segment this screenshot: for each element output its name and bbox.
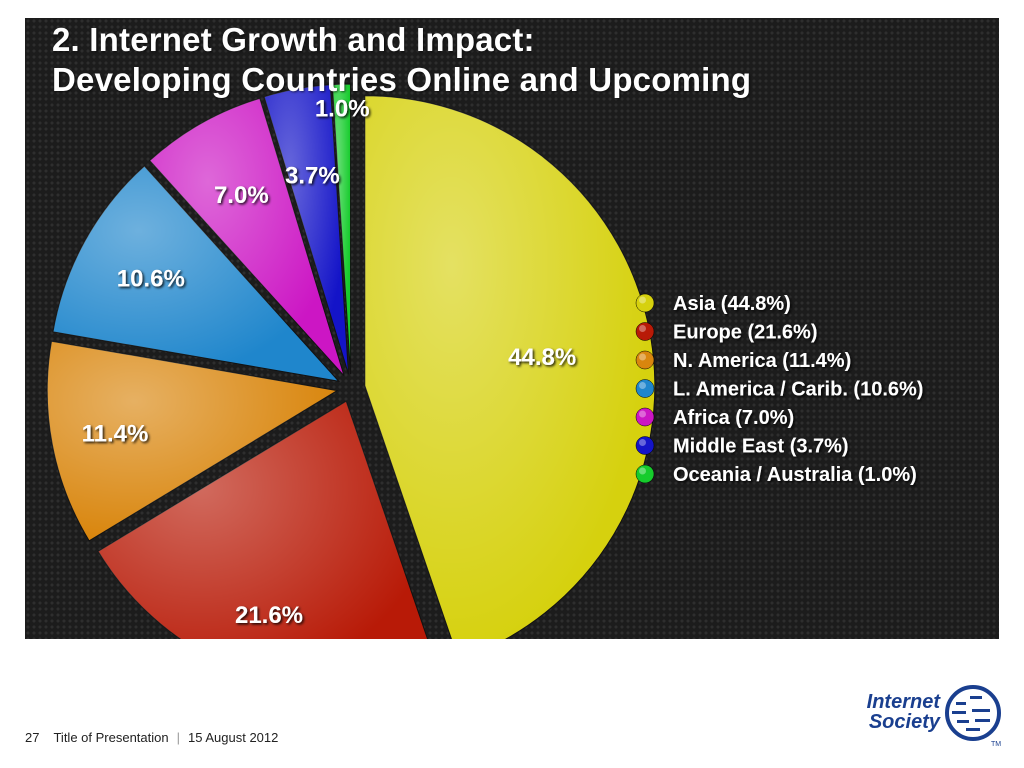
logo-line-2: Society <box>868 711 940 733</box>
pie-slice-highlight-l-america-carib <box>52 165 339 382</box>
legend-marker-highlight-middle-east <box>639 439 646 446</box>
logo-wordmark: Internet Society <box>867 692 940 732</box>
legend-label-oceania-australia: Oceania / Australia (1.0%) <box>673 464 917 486</box>
pie-slice-highlight-oceania-australia <box>332 84 351 375</box>
slide-title-line-2: Developing Countries Online and Upcoming <box>52 61 752 98</box>
legend-label-africa: Africa (7.0%) <box>673 407 794 429</box>
legend-marker-n-america <box>635 350 655 370</box>
legend-marker-highlight-africa <box>639 410 646 418</box>
legend-marker-l-america-carib <box>635 379 655 398</box>
pie-slice-highlight-asia <box>364 95 655 639</box>
data-label-asia: 44.8% <box>508 344 576 371</box>
legend-label-europe: Europe (21.6%) <box>673 322 817 344</box>
legend-label-asia: Asia (44.8%) <box>673 293 791 315</box>
legend-marker-europe <box>635 322 655 341</box>
footer-divider: | <box>176 730 180 745</box>
trademark-mark: TM <box>991 741 1001 748</box>
data-label-europe: 21.6% <box>235 602 303 629</box>
page-number: 27 <box>25 730 40 745</box>
legend-marker-asia <box>635 293 655 313</box>
legend-marker-middle-east <box>635 436 655 455</box>
pie-slice-highlight-africa <box>149 98 345 376</box>
legend-marker-highlight-n-america <box>639 353 646 361</box>
presentation-date: 15 August 2012 <box>188 730 279 745</box>
legend-marker-oceania-australia <box>635 464 655 484</box>
pie-slice-highlight-n-america <box>47 341 338 541</box>
pie-slice-highlight-europe <box>98 401 428 639</box>
data-label-n-america: 11.4% <box>82 421 149 448</box>
pie-slice-highlight-middle-east <box>264 84 349 375</box>
legend-label-n-america: N. America (11.4%) <box>673 350 851 372</box>
pie-chart: 44.8% 21.6% 11.4% 10.6% 7.0% 3.7% 1.0% Asia (4… <box>46 83 923 639</box>
chart-panel: 44.8% 21.6% 11.4% 10.6% 7.0% 3.7% 1.0% Asia (4… <box>25 18 999 639</box>
slide-title: 2. Internet Growth and Impact: Developin… <box>52 20 751 100</box>
pie-slices <box>46 83 656 639</box>
slide-footer: 27 Title of Presentation | 15 August 201… <box>25 730 278 745</box>
legend-marker-africa <box>635 407 655 427</box>
data-label-l-america-carib: 10.6% <box>117 266 185 293</box>
data-label-oceania-australia: 1.0% <box>315 95 370 122</box>
legend-marker-highlight-l-america-carib <box>639 382 646 389</box>
pie-data-labels: 44.8% 21.6% 11.4% 10.6% 7.0% 3.7% 1.0% <box>82 95 577 628</box>
legend-label-middle-east: Middle East (3.7%) <box>673 436 849 458</box>
data-label-middle-east: 3.7% <box>285 162 340 189</box>
slide-title-line-1: 2. Internet Growth and Impact: <box>52 21 535 58</box>
presentation-title: Title of Presentation <box>53 730 169 745</box>
internet-society-logo: Internet Society TM <box>845 680 1005 750</box>
data-label-africa: 7.0% <box>214 182 269 209</box>
globe-icon: TM <box>945 685 1001 748</box>
legend-marker-highlight-asia <box>639 296 646 304</box>
legend-marker-highlight-oceania-australia <box>639 467 646 475</box>
legend-label-l-america-carib: L. America / Carib. (10.6%) <box>673 379 923 401</box>
legend-marker-highlight-europe <box>639 325 646 332</box>
logo-line-1: Internet <box>866 691 940 713</box>
legend: Asia (44.8%) Europe (21.6%) N. America (11… <box>635 293 923 486</box>
